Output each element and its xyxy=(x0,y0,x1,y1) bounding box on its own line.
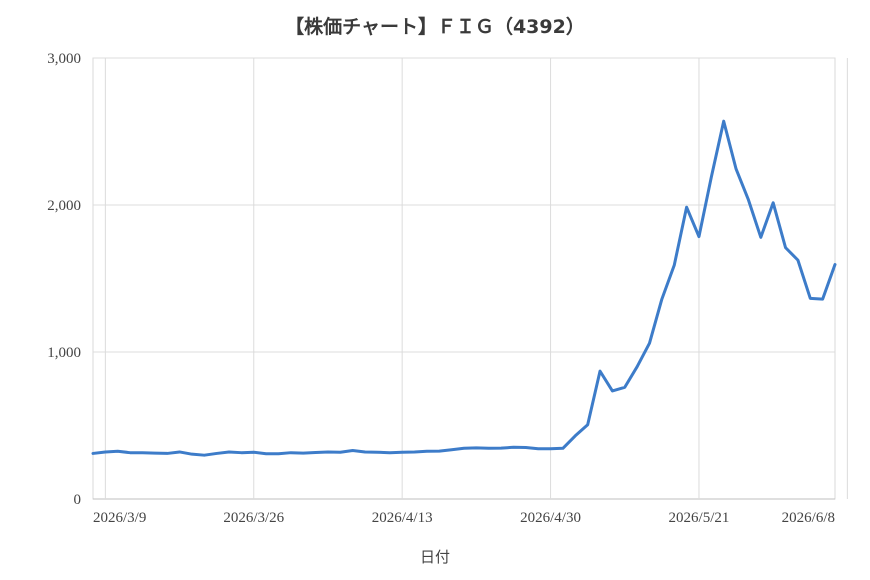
y-tick-label: 0 xyxy=(74,492,82,508)
x-axis-label: 日付 xyxy=(419,548,450,566)
x-tick-label: 2026/3/26 xyxy=(223,510,284,526)
x-tick-label: 2026/4/13 xyxy=(372,510,433,526)
x-tick-label: 2026/4/30 xyxy=(520,510,581,526)
y-tick-label: 2,000 xyxy=(47,198,81,214)
chart-title: 【株価チャート】ＦＩＧ（4392） xyxy=(285,16,585,38)
y-tick-label: 3,000 xyxy=(47,51,81,67)
x-tick-label: 2026/6/8 xyxy=(782,510,835,526)
x-tick-label: 2026/3/9 xyxy=(93,510,146,526)
price-series-line xyxy=(91,119,837,457)
y-tick-label: 1,000 xyxy=(47,345,81,361)
x-tick-label: 2026/5/21 xyxy=(669,510,730,526)
